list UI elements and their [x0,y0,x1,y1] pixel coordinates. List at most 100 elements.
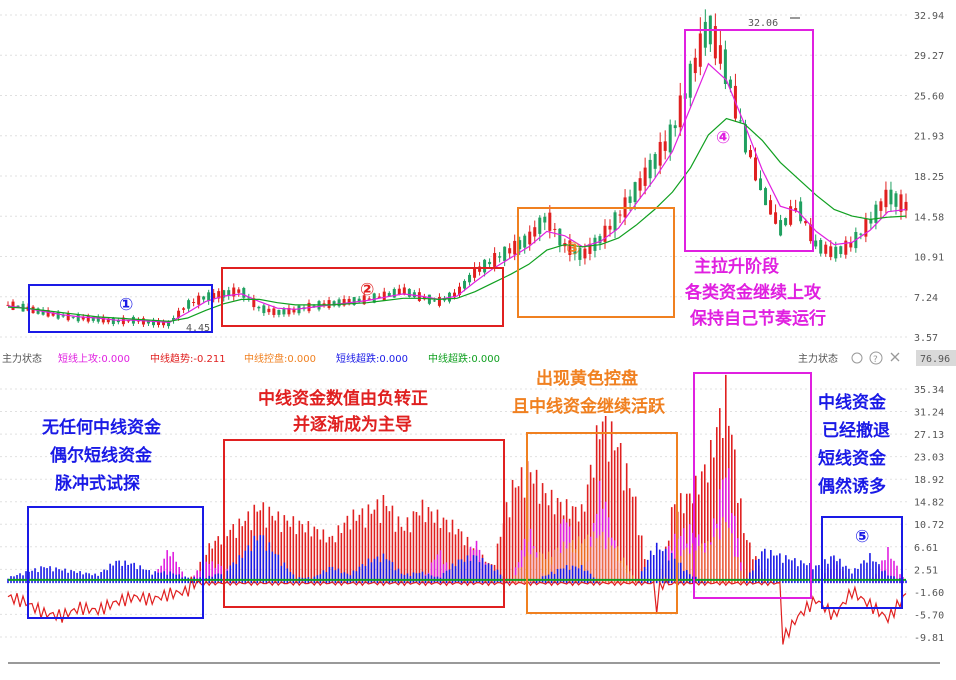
candle-body [46,310,50,317]
candle-body [417,292,421,301]
candle-body [598,236,602,244]
candle-body [799,201,803,222]
upper-axis-labels: 32.94 29.27 25.60 21.93 18.25 14.58 10.91 7.24 3… [914,11,944,344]
candle-body [658,141,662,166]
candle-body [81,316,85,320]
candle-body [66,313,70,321]
price-low-label: 4.45 [186,323,210,334]
candle-body [603,225,607,242]
candle-body [6,304,10,306]
candle-body [894,193,898,207]
candle-body [61,315,65,317]
candle-body [312,305,316,307]
box-3 [517,207,675,318]
candle-body [678,95,682,128]
candle-body [292,308,296,313]
candle-body [513,240,517,255]
candle-body [146,320,150,324]
lower-tick-label: 6.61 [914,543,938,554]
candle-body [809,224,813,242]
candle-body [643,167,647,186]
stage4-line-1: 各类资金继续上攻 [684,282,822,303]
candle-body [759,178,763,191]
candle-body [437,296,441,306]
candle-body [192,302,196,304]
help-icon-glyph: ? [873,355,878,365]
candle-body [648,159,652,179]
lower-tick-label: 18.92 [914,475,944,486]
candle-body [397,288,401,295]
lower-tick-label: 14.82 [914,498,944,509]
text-annotations: 主拉升阶段 各类资金继续上攻 保持自己节奏运行 无任何中线资金 偶尔短线资金 脉… [41,256,890,497]
candle-body [463,280,467,289]
candle-body [824,244,828,254]
label-2: ② [360,280,374,300]
label-3: ③ [566,239,580,259]
candle-body [357,298,361,303]
candle-body [162,321,166,326]
candle-body [889,189,893,205]
candle-body [111,318,115,325]
candle-body [36,308,40,314]
trend-line [7,576,907,645]
candle-body [859,233,863,235]
upper-tick-label: 25.60 [914,91,944,102]
lower-tick-label: 27.13 [914,430,944,441]
candle-body [207,292,211,301]
candle-body [748,150,752,158]
candle-body [558,228,562,246]
upper-tick-label: 32.94 [914,11,944,22]
candle-body [568,240,572,255]
box-lower-3 [526,432,678,614]
candle-body [713,26,717,59]
candle-body [157,320,161,325]
candle-body [543,216,547,223]
box-lower-5 [821,516,903,609]
candle-body [247,297,251,299]
close-icon[interactable] [890,352,900,362]
candle-body [688,63,692,98]
candle-body [187,300,191,309]
candle-body [804,220,808,224]
lower-grid [0,388,908,638]
candle-body [834,246,838,259]
candle-body [498,256,502,258]
candle-body [332,301,336,306]
candle-body [342,299,346,306]
candle-body [548,212,552,231]
value-badge-text: 76.96 [920,354,950,365]
candle-body [583,248,587,259]
help-icon[interactable] [869,351,883,365]
upper-panel: 32.94 29.27 25.60 21.93 18.25 14.58 10.91 7.24 3… [0,9,945,344]
upper-tick-label: 29.27 [914,51,944,62]
candle-body [96,316,100,322]
candle-body [849,243,853,248]
candle-body [327,300,331,309]
candle-body [347,298,351,305]
candle-body [869,219,873,224]
lower-axis-labels: 35.34 31.24 27.13 23.03 18.92 14.82 10.72 6.61 2… [914,385,944,644]
candle-body [478,266,482,272]
candle-body [743,124,747,153]
settings-gear-icon[interactable] [851,352,863,364]
indicator-right-title: 主力状态 [798,352,838,365]
candle-body [553,228,557,230]
candle-body [518,240,522,250]
candle-body [432,300,436,302]
candle-body [703,21,707,48]
legend-item-0: 短线上攻:0.000 [58,352,130,365]
candle-body [628,196,632,203]
candle-body [588,243,592,254]
candle-body [41,309,45,315]
candle-body [663,141,667,151]
candle-body [523,235,527,248]
candle-body [377,296,381,298]
candle-body [287,307,291,315]
candle-body [387,292,391,297]
lower-panel: 35.34 31.24 27.13 23.03 18.92 14.82 10.72 6.61 2… [0,374,944,664]
candle-body [282,309,286,315]
candle-body [177,310,181,318]
candle-body [407,288,411,297]
indicator-title: 主力状态 [2,352,42,365]
candle-body [593,237,597,251]
